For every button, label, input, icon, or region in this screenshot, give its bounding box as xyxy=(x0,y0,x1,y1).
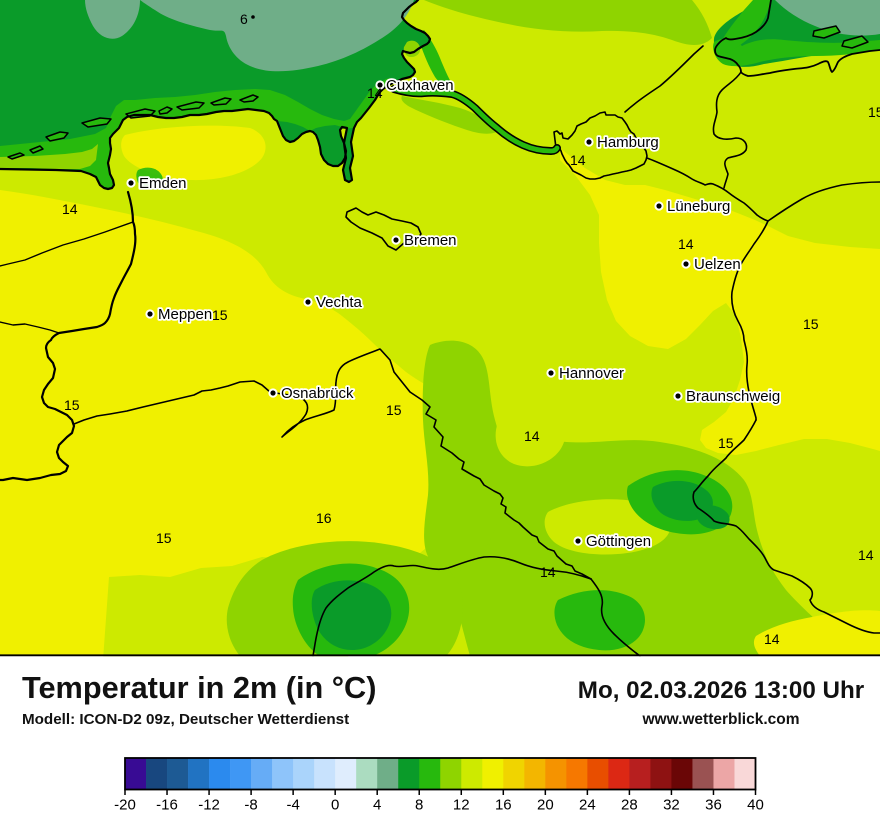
svg-text:Braunschweig: Braunschweig xyxy=(686,388,780,405)
svg-text:14: 14 xyxy=(858,547,874,563)
svg-text:20: 20 xyxy=(537,797,554,814)
svg-text:15: 15 xyxy=(868,104,880,120)
svg-text:15: 15 xyxy=(156,530,172,546)
svg-text:36: 36 xyxy=(705,797,722,814)
svg-text:www.wetterblick.com: www.wetterblick.com xyxy=(641,711,799,728)
svg-text:4: 4 xyxy=(373,797,381,814)
svg-text:14: 14 xyxy=(570,152,586,168)
svg-text:16: 16 xyxy=(495,797,512,814)
svg-text:Modell: ICON-D2 09z, Deutscher: Modell: ICON-D2 09z, Deutscher Wetterdie… xyxy=(22,711,349,728)
svg-text:Meppen: Meppen xyxy=(158,306,212,323)
svg-text:14: 14 xyxy=(62,201,78,217)
svg-text:32: 32 xyxy=(663,797,680,814)
svg-text:Uelzen: Uelzen xyxy=(694,256,741,273)
svg-text:Lüneburg: Lüneburg xyxy=(667,198,730,215)
svg-text:28: 28 xyxy=(621,797,638,814)
svg-text:Göttingen: Göttingen xyxy=(586,533,651,550)
svg-text:15: 15 xyxy=(803,316,819,332)
svg-text:6: 6 xyxy=(240,11,248,27)
svg-text:-16: -16 xyxy=(156,797,178,814)
svg-text:-4: -4 xyxy=(286,797,299,814)
svg-text:Emden: Emden xyxy=(139,175,187,192)
svg-text:14: 14 xyxy=(367,85,383,101)
svg-text:15: 15 xyxy=(64,397,80,413)
svg-text:0: 0 xyxy=(331,797,339,814)
svg-text:15: 15 xyxy=(212,307,228,323)
svg-text:40: 40 xyxy=(747,797,764,814)
svg-text:-20: -20 xyxy=(114,797,136,814)
svg-text:12: 12 xyxy=(453,797,470,814)
svg-text:Cuxhaven: Cuxhaven xyxy=(386,77,454,94)
svg-text:15: 15 xyxy=(386,402,402,418)
svg-text:14: 14 xyxy=(678,236,694,252)
svg-text:24: 24 xyxy=(579,797,596,814)
svg-text:Vechta: Vechta xyxy=(316,294,363,311)
svg-text:14: 14 xyxy=(524,428,540,444)
svg-text:Osnabrück: Osnabrück xyxy=(281,385,354,402)
svg-text:16: 16 xyxy=(316,510,332,526)
svg-text:14: 14 xyxy=(764,631,780,647)
svg-text:8: 8 xyxy=(415,797,423,814)
svg-text:Bremen: Bremen xyxy=(404,232,457,249)
svg-text:15: 15 xyxy=(718,435,734,451)
svg-text:14: 14 xyxy=(540,564,556,580)
svg-text:-12: -12 xyxy=(198,797,220,814)
svg-text:Mo, 02.03.2026 13:00 Uhr: Mo, 02.03.2026 13:00 Uhr xyxy=(578,677,865,704)
svg-text:Temperatur in 2m (in °C): Temperatur in 2m (in °C) xyxy=(22,670,376,705)
svg-text:Hamburg: Hamburg xyxy=(597,134,659,151)
svg-text:Hannover: Hannover xyxy=(559,365,624,382)
svg-text:-8: -8 xyxy=(244,797,257,814)
